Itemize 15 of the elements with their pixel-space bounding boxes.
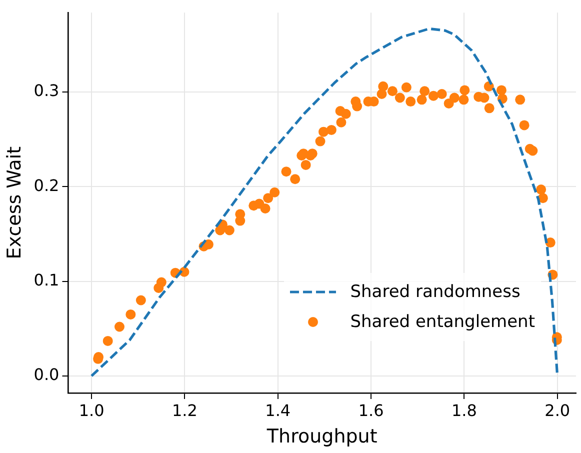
x-tick-label: 2.0 <box>544 400 570 420</box>
y-axis-title: Excess Wait <box>3 146 26 260</box>
x-axis-title: Throughput <box>266 426 378 448</box>
x-tick-label: 1.0 <box>78 400 104 420</box>
legend-label: Shared entanglement <box>350 312 535 332</box>
line-series <box>90 27 559 378</box>
y-tick-label: 0.3 <box>34 81 60 100</box>
x-tick-label: 1.8 <box>451 400 477 420</box>
x-tick-label: 1.6 <box>358 400 384 420</box>
y-tick-label: 0.0 <box>34 365 60 384</box>
legend-label: Shared randomness <box>350 282 520 302</box>
y-tick-label: 0.2 <box>34 176 60 195</box>
x-tick-label: 1.4 <box>265 400 291 420</box>
y-tick-label: 0.1 <box>34 270 60 290</box>
x-tick-label: 1.2 <box>172 400 198 420</box>
